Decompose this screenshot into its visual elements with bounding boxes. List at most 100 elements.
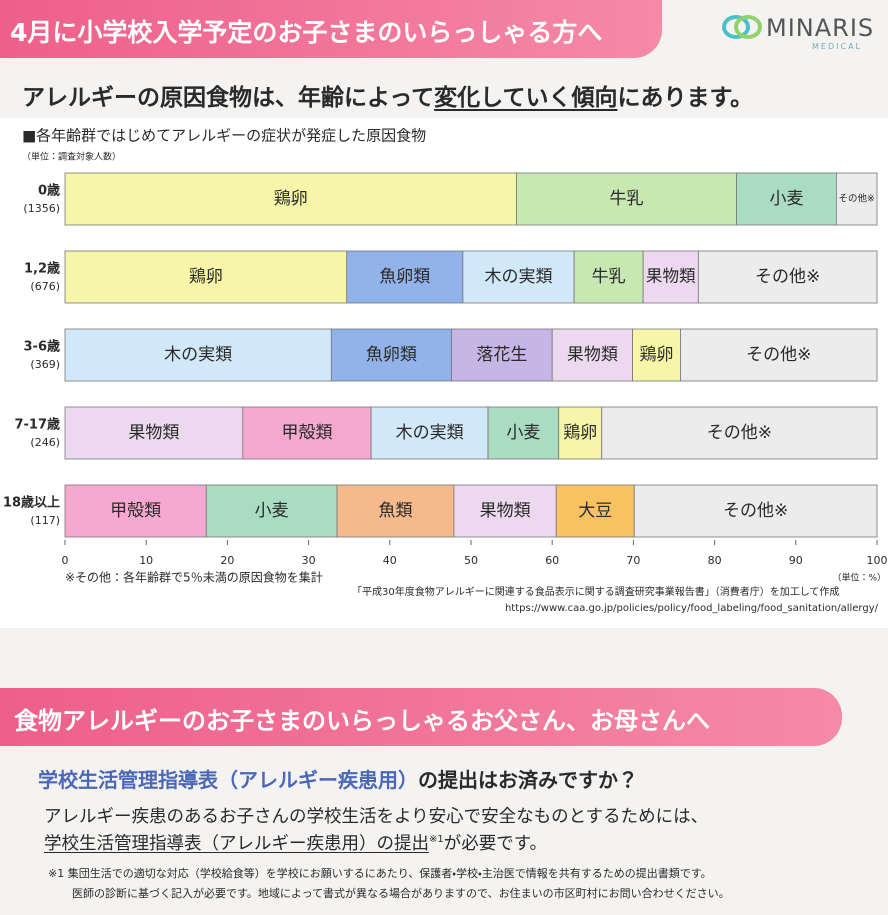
note-text: 集団生活での適切な対応（学校給食等）を学校にお願いするにあたり、保護者・学校・主… xyxy=(67,867,712,880)
logo-icon xyxy=(722,15,762,39)
segment-label: その他※ xyxy=(746,345,811,365)
segment-label: 木の実類 xyxy=(485,267,553,287)
note-mark: ※1 xyxy=(48,867,65,880)
segment-label: その他※ xyxy=(755,267,820,287)
logo-sub: MEDICAL xyxy=(812,42,862,51)
segment-label: 魚卵類 xyxy=(366,345,417,365)
bar-segment xyxy=(64,406,244,460)
body-text: が必要です。 xyxy=(443,834,547,854)
segment-label: その他※ xyxy=(707,423,772,443)
group-count: (369) xyxy=(30,358,60,371)
x-tick-label: 40 xyxy=(383,554,397,567)
group-label: 3-6歳 xyxy=(24,339,61,355)
segment-label: 牛乳 xyxy=(592,267,626,287)
segment-label: 鶏卵 xyxy=(563,423,597,443)
segment-label: 木の実類 xyxy=(396,423,464,443)
bar-segment xyxy=(242,406,372,460)
group-label: 18歳以上 xyxy=(3,495,60,511)
segment-label: 鶏卵 xyxy=(640,345,674,365)
x-tick-label: 80 xyxy=(708,554,722,567)
segment-label: 小麦 xyxy=(255,501,289,521)
bar-segment xyxy=(64,250,348,304)
group-label: 0歳 xyxy=(38,183,60,199)
bar-segment xyxy=(462,250,575,304)
heading-text: にあります。 xyxy=(617,85,754,111)
section-banner-text: 食物アレルギーのお子さまのいらっしゃるお父さん、お母さんへ xyxy=(14,707,710,735)
bar-segment xyxy=(736,172,837,226)
heading-text: アレルギーの原因食物は、年齢によって xyxy=(22,85,435,111)
bar-segment xyxy=(680,328,878,382)
question: 学校生活管理指導表（アレルギー疾患用）の提出はお済みですか？ xyxy=(38,764,638,793)
x-tick-label: 50 xyxy=(464,554,478,567)
segment-label: 小麦 xyxy=(769,189,803,209)
source: 「平成30年度食物アレルギーに関連する食品表示に関する調査研究事業報告書」（消費… xyxy=(352,585,839,598)
group-count: (246) xyxy=(30,436,60,449)
segment-label: 小麦 xyxy=(506,423,540,443)
body-underlined: 学校生活管理指導表（アレルギー疾患用）の提出 xyxy=(44,834,429,854)
note-ref: ※1 xyxy=(429,834,444,846)
x-tick-label: 30 xyxy=(302,554,316,567)
bar-segment xyxy=(633,484,878,538)
x-unit: （単位：%） xyxy=(832,572,886,584)
x-tick-label: 10 xyxy=(139,554,153,567)
top-banner: 4月に小学校入学予定のお子さまのいらっしゃる方へ xyxy=(0,0,662,58)
heading-emphasis: 変化していく傾向 xyxy=(434,85,618,111)
segment-label: 果物類 xyxy=(480,501,531,521)
note: ※1 集団生活での適切な対応（学校給食等）を学校にお願いするにあたり、保護者・学… xyxy=(48,865,712,881)
x-tick-label: 20 xyxy=(220,554,234,567)
x-tick-label: 60 xyxy=(545,554,559,567)
segment-label: 果物類 xyxy=(128,423,179,443)
bar-segment xyxy=(516,172,737,226)
note-text: 医師の診断に基づく記入が必要です。地域によって書式が異なる場合がありますので、お… xyxy=(72,887,730,900)
segment-label: 魚卵類 xyxy=(379,267,430,287)
question-text: の提出はお済みですか？ xyxy=(418,768,638,792)
bar-segment xyxy=(451,328,553,382)
footnote: ※その他：各年齢群で5％未満の原因食物を集計 xyxy=(65,570,323,585)
bar-segment xyxy=(632,328,681,382)
bar-segment xyxy=(64,328,332,382)
bar-segment xyxy=(555,484,635,538)
body-line: アレルギー疾患のあるお子さんの学校生活をより安心で安全なものとするためには、 xyxy=(44,807,709,827)
source-url: https://www.caa.go.jp/policies/policy/fo… xyxy=(505,603,879,614)
bar-segment xyxy=(558,406,603,460)
logo-mark xyxy=(722,14,762,40)
segment-label: 魚類 xyxy=(378,501,412,521)
segment-label: 果物類 xyxy=(646,267,696,286)
banner-text: 4月に小学校入学予定のお子さまのいらっしゃる方へ xyxy=(10,18,603,47)
question-highlight: 学校生活管理指導表（アレルギー疾患用） xyxy=(38,768,418,792)
segment-label: 落花生 xyxy=(476,345,527,365)
section-banner: 食物アレルギーのお子さまのいらっしゃるお父さん、お母さんへ xyxy=(0,688,842,746)
bar-segment xyxy=(601,406,878,460)
bar-segment xyxy=(64,172,517,226)
x-tick-label: 0 xyxy=(62,554,69,567)
segment-label: 牛乳 xyxy=(609,189,643,209)
segment-label: その他※ xyxy=(839,193,875,205)
group-count: (117) xyxy=(30,514,60,527)
unit-note: （単位：調査対象人数） xyxy=(22,151,121,163)
bar-segment xyxy=(205,484,338,538)
segment-label: 甲殻類 xyxy=(110,501,161,521)
chart: ■各年齢群ではじめてアレルギーの症状が発症した原因食物 （単位：調査対象人数） … xyxy=(0,118,888,628)
heading: アレルギーの原因食物は、年齢によって変化していく傾向にあります。 xyxy=(22,78,753,112)
chart-title: ■各年齢群ではじめてアレルギーの症状が発症した原因食物 xyxy=(22,127,426,145)
group-label: 1,2歳 xyxy=(24,261,60,277)
bar-segment xyxy=(336,484,455,538)
segment-label: その他※ xyxy=(723,501,788,521)
group-label: 7-17歳 xyxy=(14,417,60,433)
segment-label: 甲殻類 xyxy=(281,423,332,443)
segment-label: 大豆 xyxy=(578,501,612,521)
x-tick-label: 90 xyxy=(789,554,803,567)
body-line: 学校生活管理指導表（アレルギー疾患用）の提出※1が必要です。 xyxy=(44,830,547,855)
group-count: (1356) xyxy=(23,202,60,215)
bar-segment xyxy=(330,328,452,382)
segment-label: 木の実類 xyxy=(164,345,232,365)
segment-label: 果物類 xyxy=(567,345,618,365)
bar-segment xyxy=(836,172,878,226)
x-tick-label: 100 xyxy=(867,554,888,567)
x-tick-label: 70 xyxy=(626,554,640,567)
bar-segment xyxy=(697,250,878,304)
bar-segment xyxy=(487,406,560,460)
bar-segment xyxy=(642,250,699,304)
segment-label: 鶏卵 xyxy=(189,267,223,287)
